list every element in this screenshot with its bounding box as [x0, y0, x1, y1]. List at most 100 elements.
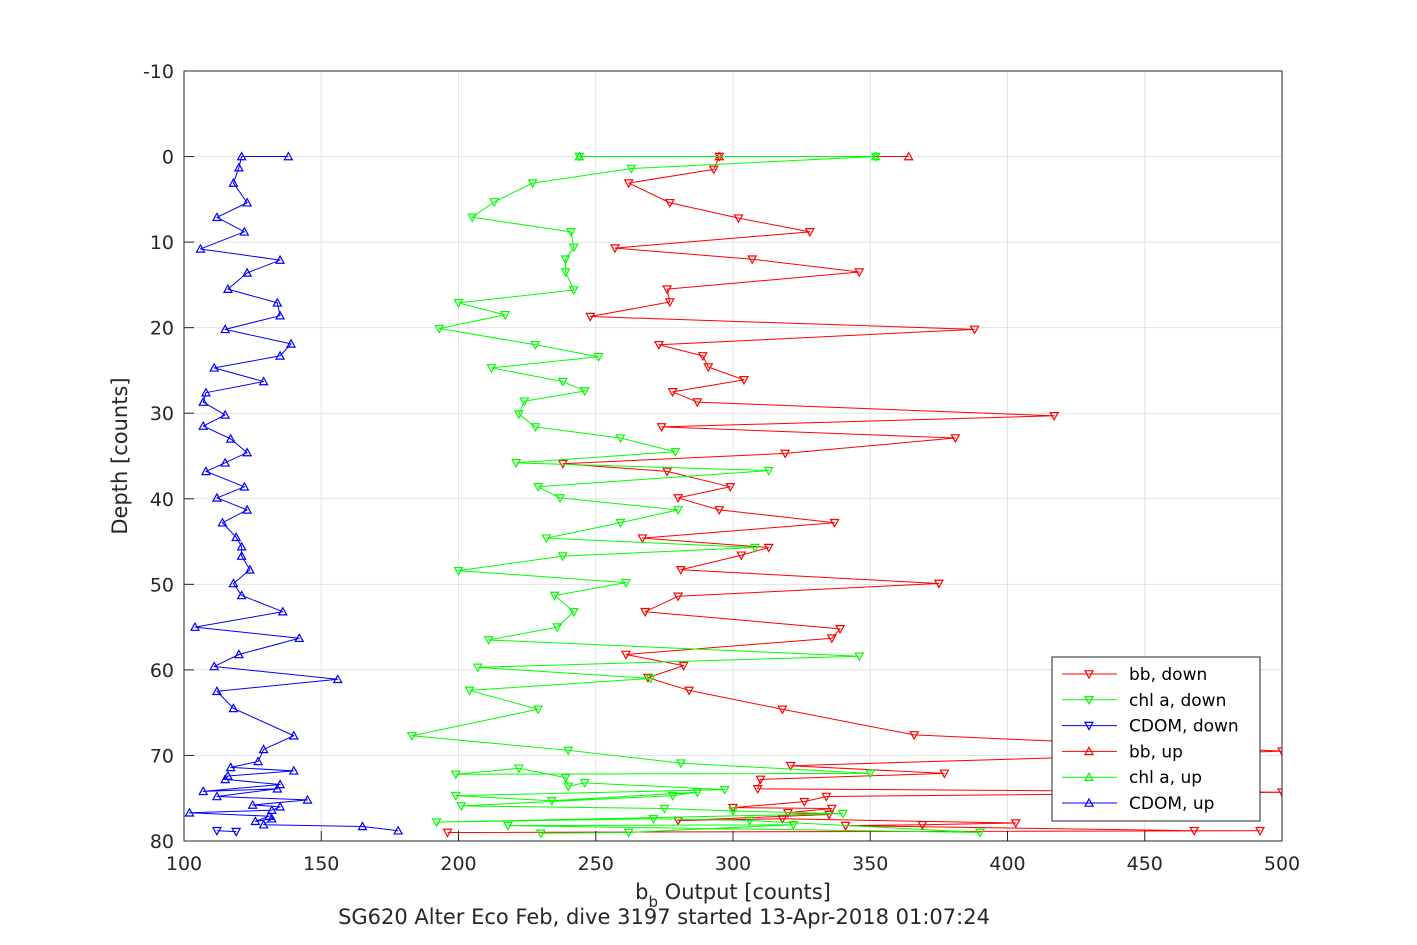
- data-point: [200, 466, 211, 476]
- axis-ticks: 100 150 200 250 300 350 400 450 500 -10 0 10 20 30 40 5…: [143, 61, 1300, 875]
- data-point: [568, 243, 579, 253]
- data-point: [667, 791, 678, 801]
- data-point: [854, 652, 865, 662]
- data-point: [198, 786, 209, 796]
- data-point: [519, 397, 530, 407]
- data-point: [623, 179, 634, 189]
- data-point: [211, 212, 222, 222]
- data-point: [198, 420, 209, 430]
- x-axis-title-rest: Output [counts]: [658, 880, 831, 904]
- data-point: [1276, 747, 1282, 757]
- figure-caption: SG620 Alter Eco Feb, dive 3197 started 1…: [338, 905, 990, 929]
- data-point: [563, 746, 574, 756]
- data-point: [626, 164, 637, 174]
- data-point: [222, 283, 233, 293]
- data-point: [220, 457, 231, 467]
- data-point: [557, 552, 568, 562]
- legend: bb, down chl a, down CDOM, down bb, up chl a…: [1051, 656, 1261, 822]
- data-point: [785, 761, 796, 771]
- data-point: [585, 312, 596, 322]
- data-point: [826, 804, 837, 814]
- data-point: [236, 541, 247, 551]
- data-point: [483, 636, 494, 646]
- data-point: [725, 483, 736, 493]
- x-tick-label: 400: [989, 853, 1025, 875]
- data-point: [804, 228, 815, 238]
- data-point: [294, 632, 305, 643]
- data-point: [217, 517, 228, 527]
- data-point: [648, 814, 659, 824]
- series-line: [188, 156, 399, 832]
- data-point: [1010, 819, 1021, 829]
- legend-swatch-marker: [1083, 771, 1095, 781]
- data-point: [239, 226, 250, 236]
- data-point: [275, 310, 286, 320]
- data-point: [502, 821, 513, 831]
- data-point: [209, 661, 220, 671]
- data-point: [719, 785, 730, 795]
- data-point: [272, 783, 283, 793]
- data-point: [662, 285, 673, 295]
- y-tick-label: 40: [150, 489, 174, 511]
- data-point: [870, 151, 881, 161]
- data-point: [464, 686, 475, 696]
- data-point: [283, 151, 294, 161]
- data-point: [678, 661, 689, 671]
- data-point: [209, 362, 220, 372]
- y-tick-label: 60: [150, 660, 174, 682]
- data-point: [826, 634, 837, 644]
- data-point: [434, 324, 445, 334]
- data-point: [211, 791, 222, 801]
- y-axis-title: Depth [counts]: [108, 377, 132, 534]
- data-point: [637, 534, 648, 544]
- legend-label: bb, down: [1129, 665, 1207, 685]
- y-tick-label: 0: [162, 147, 174, 169]
- data-point: [228, 177, 239, 187]
- data-point: [211, 686, 222, 696]
- data-point: [1049, 411, 1060, 422]
- y-tick-label: 10: [150, 232, 174, 254]
- legend-swatch-marker: [1083, 797, 1095, 807]
- data-point: [835, 625, 846, 635]
- data-point: [555, 494, 566, 504]
- data-point: [247, 799, 258, 809]
- legend-box: [1051, 656, 1261, 822]
- data-point: [714, 506, 725, 516]
- data-point: [653, 340, 664, 351]
- data-point: [777, 705, 788, 715]
- data-point: [527, 179, 538, 189]
- data-point: [615, 434, 626, 444]
- y-tick-label: 80: [150, 831, 174, 853]
- data-point: [511, 459, 522, 469]
- data-point: [623, 828, 634, 838]
- data-point: [697, 352, 708, 362]
- data-point: [620, 578, 631, 588]
- legend-swatch-marker: [1083, 746, 1095, 756]
- data-point: [1255, 826, 1266, 836]
- data-point: [667, 388, 678, 398]
- data-point: [472, 663, 483, 673]
- data-point: [489, 198, 500, 208]
- data-point: [563, 782, 574, 792]
- x-tick-label: 250: [578, 853, 614, 875]
- data-point: [903, 151, 914, 161]
- data-point: [236, 151, 247, 161]
- legend-label: CDOM, down: [1129, 717, 1239, 737]
- data-point: [755, 775, 766, 785]
- x-tick-label: 300: [715, 853, 751, 875]
- data-point: [530, 423, 541, 433]
- data-point: [675, 759, 686, 769]
- data-point: [692, 398, 703, 408]
- data-point: [198, 396, 209, 406]
- data-point: [749, 543, 760, 553]
- data-point: [184, 807, 195, 817]
- data-point: [865, 769, 876, 779]
- data-point: [535, 829, 546, 839]
- data-point: [541, 534, 552, 544]
- data-point: [225, 762, 236, 772]
- data-point: [662, 467, 673, 477]
- data-point: [673, 592, 684, 602]
- data-point: [513, 410, 524, 420]
- data-point: [275, 801, 286, 811]
- data-point: [253, 756, 264, 766]
